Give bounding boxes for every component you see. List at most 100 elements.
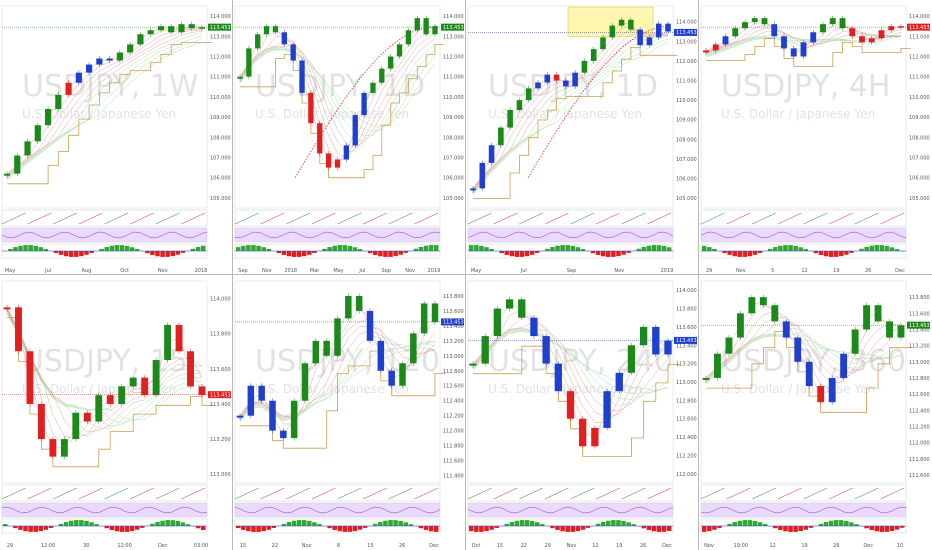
histogram-bar	[352, 526, 358, 532]
histogram-bar	[600, 521, 606, 526]
candle-body	[247, 385, 255, 416]
histogram-bar	[145, 251, 150, 254]
indicator-line	[78, 212, 103, 225]
candle-body	[554, 363, 562, 392]
histogram-bar	[752, 520, 758, 526]
histogram-bar	[570, 526, 576, 532]
histogram-bar	[18, 245, 23, 251]
histogram-bar	[773, 526, 778, 529]
y-tick-label: 112.800	[909, 376, 930, 382]
histogram-bar	[33, 245, 38, 251]
indicator-line	[647, 487, 672, 500]
ma-ribbon	[472, 33, 669, 192]
candle-body	[800, 42, 807, 57]
chart-panel-3[interactable]: USDJPY, 1D U.S. Dollar / Japanese Yen 114.…	[466, 0, 699, 275]
histogram-bar	[271, 526, 277, 528]
candle-body	[469, 363, 477, 366]
candle-body	[420, 303, 428, 334]
candle-body	[874, 305, 882, 322]
candle-body	[581, 60, 588, 73]
oscillator-panel	[1, 227, 208, 243]
histogram-bar	[104, 247, 110, 251]
candle-body	[481, 336, 489, 364]
candle-body	[129, 377, 137, 387]
y-tick-label: 113.000	[210, 34, 231, 40]
histogram-bar	[611, 251, 616, 257]
candle-body	[343, 145, 350, 160]
candle-body	[345, 295, 352, 319]
chart-panel-6[interactable]: USDJPY, 120 U.S. Dollar / Japanese Yen 113…	[233, 275, 466, 550]
y-tick-label: 113.800	[443, 294, 464, 300]
x-tick-label: 19:00	[734, 543, 748, 549]
candle-body	[652, 326, 660, 355]
chart-panel-4[interactable]: USDJPY, 4H U.S. Dollar / Japanese Yen 114.…	[699, 0, 932, 275]
histogram-bar	[479, 526, 484, 532]
y-tick-label: 111.600	[909, 473, 930, 479]
x-tick-label: 26	[833, 543, 839, 549]
histogram-bar	[757, 251, 763, 253]
last-price-box	[674, 336, 697, 344]
chart-panel-8[interactable]: USDJPY, 360 U.S. Dollar / Japanese Yen 113…	[699, 275, 932, 550]
histogram-bar	[798, 247, 803, 251]
candle-body	[703, 50, 709, 53]
candle-body	[479, 162, 486, 189]
envelope-line	[240, 350, 446, 449]
x-tick-label: 26	[640, 543, 646, 549]
histogram-bar	[388, 251, 393, 257]
histogram-bar	[200, 526, 206, 531]
histogram-bar	[529, 520, 535, 526]
x-tick-label: 22	[521, 543, 527, 549]
chart-panel-2[interactable]: USDJPY, 1D U.S. Dollar / Japanese Yen 114.…	[233, 0, 466, 275]
histogram-bar	[79, 251, 84, 257]
last-price-box	[674, 28, 697, 36]
histogram-bar	[428, 526, 434, 532]
y-tick-label: 109.000	[210, 115, 231, 121]
histogram-bar	[899, 526, 905, 528]
chart-panel-1[interactable]: USDJPY, 1W U.S. Dollar / Japanese Yen 114.…	[0, 0, 233, 275]
candle-body	[878, 30, 885, 39]
indicator-line	[880, 487, 905, 500]
candle-body	[75, 72, 82, 83]
y-tick-label: 113.400	[210, 402, 231, 408]
candle-body	[308, 92, 314, 124]
histogram-bar	[813, 251, 819, 254]
indicator-line	[363, 487, 387, 500]
chart-panel-5[interactable]: USDJPY, 15 U.S. Dollar / Japanese Yen 114.…	[0, 275, 233, 550]
ma-ribbon	[6, 313, 203, 421]
histogram-bar	[378, 251, 383, 257]
histogram-bar	[828, 251, 834, 257]
y-tick-label: 113.600	[676, 325, 697, 331]
indicator-line	[53, 212, 77, 225]
histogram-bar	[590, 251, 596, 254]
histogram-bar	[499, 251, 504, 254]
histogram-bar	[839, 520, 844, 526]
indicator-line	[596, 212, 620, 225]
histogram-bar	[276, 251, 282, 254]
x-tick-label: 15	[240, 543, 246, 549]
y-tick-label: 111.600	[443, 459, 464, 465]
y-tick-label: 113.000	[676, 39, 697, 45]
chart-panel-7[interactable]: USDJPY, 240 U.S. Dollar / Japanese Yen 114…	[466, 275, 699, 550]
y-tick-label: 110.000	[909, 95, 930, 101]
histogram-bar	[327, 247, 332, 251]
histogram-bar	[727, 251, 732, 255]
panel-separator-vertical	[698, 0, 699, 550]
candle-body	[60, 439, 68, 457]
histogram-bar	[783, 245, 788, 251]
y-tick-label: 112.200	[443, 414, 464, 420]
indicator-line	[337, 212, 362, 225]
indicator-line	[621, 212, 646, 225]
candle-body	[198, 386, 206, 396]
y-tick-label: 112.400	[676, 435, 697, 441]
histogram-bar	[48, 526, 54, 528]
indicator-line	[803, 487, 828, 500]
oscillator-panel	[467, 227, 674, 243]
histogram-bar	[550, 247, 555, 251]
histogram-bar	[884, 245, 890, 251]
histogram-bar	[332, 245, 337, 251]
indicator-line	[130, 212, 154, 225]
histogram-bar	[398, 251, 403, 255]
ma-ribbon	[472, 329, 669, 400]
indicator-panel-1	[700, 484, 907, 502]
